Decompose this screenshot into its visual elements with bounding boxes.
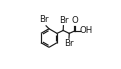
Text: Br: Br	[39, 15, 49, 24]
Text: O: O	[71, 16, 78, 25]
Text: Br: Br	[59, 16, 68, 25]
Text: OH: OH	[80, 26, 93, 35]
Text: Br: Br	[64, 39, 74, 48]
